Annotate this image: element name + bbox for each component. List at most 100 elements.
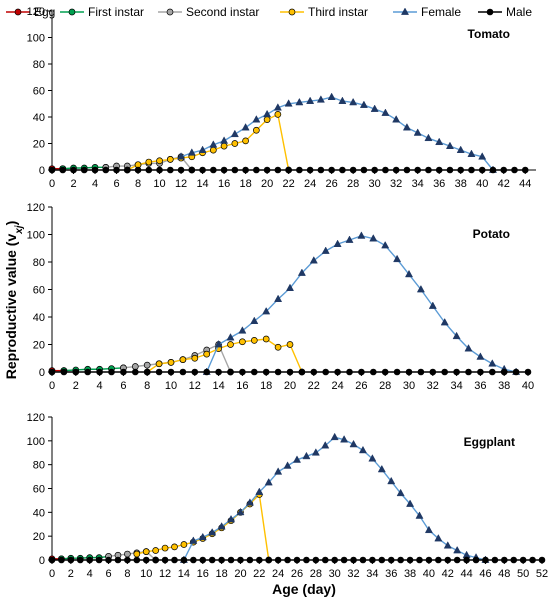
data-point-third-instar: [191, 354, 199, 362]
legend-marker: [400, 7, 410, 15]
data-point-third-instar: [171, 543, 178, 551]
x-tick-label: 16: [236, 380, 248, 392]
legend-label: Egg: [34, 5, 55, 19]
x-tick-label: 38: [498, 380, 510, 392]
panel-title: Tomato: [468, 27, 510, 41]
data-point-male: [70, 166, 77, 174]
data-point-female: [377, 464, 386, 473]
data-point-female: [327, 92, 336, 100]
legend-item-female: Female: [393, 5, 461, 19]
data-point-male: [113, 166, 120, 174]
panel-title: Potato: [473, 227, 510, 241]
data-point-female: [241, 123, 250, 131]
data-point-male: [298, 368, 306, 376]
data-point-female: [345, 235, 354, 243]
data-point-female: [440, 317, 449, 326]
y-tick-label: 20: [33, 531, 45, 543]
data-point-male: [429, 368, 437, 376]
x-tick-label: 2: [68, 568, 74, 580]
data-point-male: [417, 368, 425, 376]
data-point-male: [435, 166, 443, 174]
data-point-female: [250, 316, 259, 324]
y-tick-label: 40: [33, 112, 45, 124]
data-point-male: [215, 368, 222, 376]
data-point-third-instar: [231, 140, 239, 147]
data-point-female: [415, 511, 424, 519]
x-tick-label: 14: [212, 380, 224, 392]
data-point-male: [155, 368, 163, 376]
data-point-female: [306, 96, 315, 104]
x-tick-label: 40: [423, 568, 435, 580]
x-tick-label: 34: [450, 380, 462, 392]
data-point-male: [242, 166, 249, 174]
data-point-female: [321, 246, 330, 254]
data-point-female: [413, 128, 422, 136]
data-point-female: [264, 478, 273, 486]
data-point-male: [133, 556, 141, 564]
data-point-male: [405, 368, 413, 376]
x-tick-label: 34: [366, 568, 378, 580]
data-point-female: [476, 352, 485, 360]
data-point-female: [404, 269, 414, 278]
data-point-third-instar: [179, 356, 187, 363]
data-point-male: [500, 166, 508, 174]
data-point-male: [161, 556, 169, 564]
data-point-third-instar: [227, 341, 234, 348]
data-point-male: [237, 556, 244, 564]
data-point-female: [252, 115, 261, 123]
x-tick-label: 16: [197, 568, 209, 580]
data-point-male: [501, 556, 508, 564]
legend-item-male: Male: [478, 5, 532, 19]
data-point-male: [171, 556, 178, 564]
data-point-male: [231, 166, 239, 174]
series-male: [48, 368, 532, 376]
data-point-male: [510, 556, 518, 564]
x-tick-label: 28: [310, 568, 322, 580]
data-point-female: [381, 108, 390, 116]
x-tick-label: 32: [347, 568, 359, 580]
data-point-male: [312, 556, 320, 564]
data-point-male: [406, 556, 414, 564]
data-point-female: [255, 487, 264, 495]
data-point-female: [340, 435, 349, 443]
data-point-male: [477, 368, 484, 376]
data-point-third-instar: [263, 116, 271, 124]
x-tick-label: 26: [355, 380, 367, 392]
data-point-female: [381, 240, 390, 249]
data-point-male: [511, 166, 518, 174]
data-point-male: [180, 556, 188, 564]
legend-item-third-instar: Third instar: [280, 5, 368, 19]
legend-marker: [14, 8, 22, 16]
data-point-male: [72, 368, 80, 376]
data-point-third-instar: [161, 544, 169, 552]
data-point-female: [456, 145, 465, 153]
data-point-male: [227, 556, 235, 564]
data-point-male: [274, 166, 282, 174]
data-point-male: [468, 166, 475, 174]
series-line-female: [183, 436, 486, 561]
x-tick-label: 24: [331, 380, 343, 392]
data-point-male: [489, 166, 497, 174]
data-point-male: [48, 556, 56, 564]
data-point-female: [406, 499, 415, 507]
data-point-male: [76, 556, 84, 564]
data-point-female: [302, 451, 311, 460]
data-point-male: [524, 368, 532, 376]
data-point-female: [349, 97, 358, 106]
data-point-male: [453, 556, 461, 564]
series-male: [48, 556, 546, 564]
legend-label: First instar: [88, 5, 144, 19]
x-tick-label: 44: [460, 568, 472, 580]
data-point-third-instar: [220, 142, 228, 150]
data-point-female: [443, 541, 452, 549]
series-line-second-instar: [123, 343, 232, 373]
data-point-female: [285, 283, 295, 291]
y-axis-title: Reproductive value (vxj): [3, 221, 25, 380]
data-point-female: [177, 152, 186, 160]
y-tick-label: 0: [39, 367, 45, 379]
data-point-male: [414, 166, 421, 174]
data-point-male: [179, 368, 187, 376]
data-point-female: [230, 129, 239, 138]
